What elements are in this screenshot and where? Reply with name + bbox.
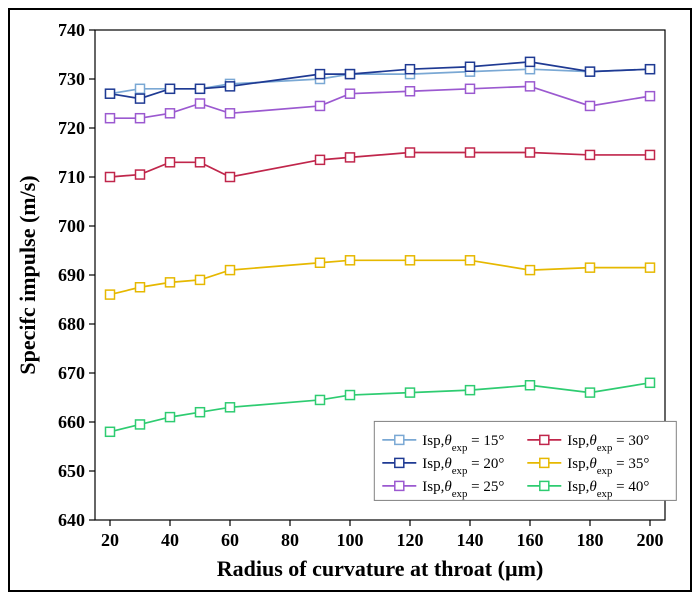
outer-border — [8, 8, 692, 592]
chart-frame: 2040608010012014016018020064065066067068… — [0, 0, 700, 600]
